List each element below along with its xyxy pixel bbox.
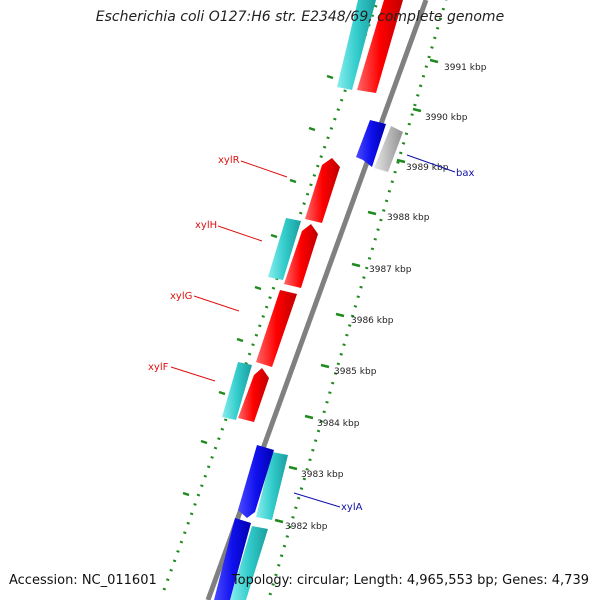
xylR-leader [240, 160, 288, 178]
bax-leader [406, 154, 456, 173]
gene-blue-3982 [214, 518, 251, 600]
gene-xylH-cyan [268, 218, 301, 280]
topology-label: Topology: circular; Length: 4,965,553 bp… [231, 573, 589, 588]
gene-xylA-blue [238, 445, 274, 518]
gene-label-bax: bax [456, 168, 474, 179]
cyan-track-genes [222, 0, 376, 600]
tick-label-3986: 3986 kbp [351, 316, 394, 326]
tick-label-3985: 3985 kbp [334, 367, 377, 377]
xylF-leader [170, 366, 216, 382]
inner-tick-marks [274, 58, 439, 524]
gene-label-xylA: xylA [341, 502, 363, 513]
gene-xylG-red [256, 290, 297, 367]
tick-label-3989: 3989 kbp [406, 163, 449, 173]
accession-label: Accession: NC_011601 [9, 573, 157, 588]
tick-label-3988: 3988 kbp [387, 213, 430, 223]
gene-cyan-3983 [256, 452, 288, 520]
gene-bax [374, 126, 403, 172]
xylG-leader [193, 295, 240, 312]
gene-top-cyan [337, 0, 376, 90]
gene-xylR-red [305, 158, 340, 223]
gene-top-red [357, 0, 403, 93]
inner-dotted-track [268, 0, 448, 596]
genome-title: Escherichia coli O127:H6 str. E2348/69, … [95, 9, 505, 25]
gene-label-xylR: xylR [218, 155, 240, 166]
tick-label-3990: 3990 kbp [425, 113, 468, 123]
tick-label-3991: 3991 kbp [444, 63, 487, 73]
gene-xylH-red [284, 224, 318, 288]
xylA-leader [293, 492, 341, 508]
tick-label-3984: 3984 kbp [317, 419, 360, 429]
tick-label-3982: 3982 kbp [285, 522, 328, 532]
tick-label-3987: 3987 kbp [369, 265, 412, 275]
gene-label-xylH: xylH [195, 220, 217, 231]
xylH-leader [217, 225, 263, 242]
red-strand-genes [238, 0, 403, 422]
blue-strand-genes [214, 120, 403, 600]
gene-xylF-cyan [222, 362, 252, 420]
gene-cyan-3982 [230, 526, 268, 600]
gene-xylF-red [238, 368, 269, 422]
outer-tick-marks [182, 74, 334, 497]
gene-blue-3990 [356, 120, 386, 167]
tick-label-3983: 3983 kbp [301, 470, 344, 480]
gene-label-xylF: xylF [148, 362, 169, 373]
gene-label-xylG: xylG [170, 291, 192, 302]
